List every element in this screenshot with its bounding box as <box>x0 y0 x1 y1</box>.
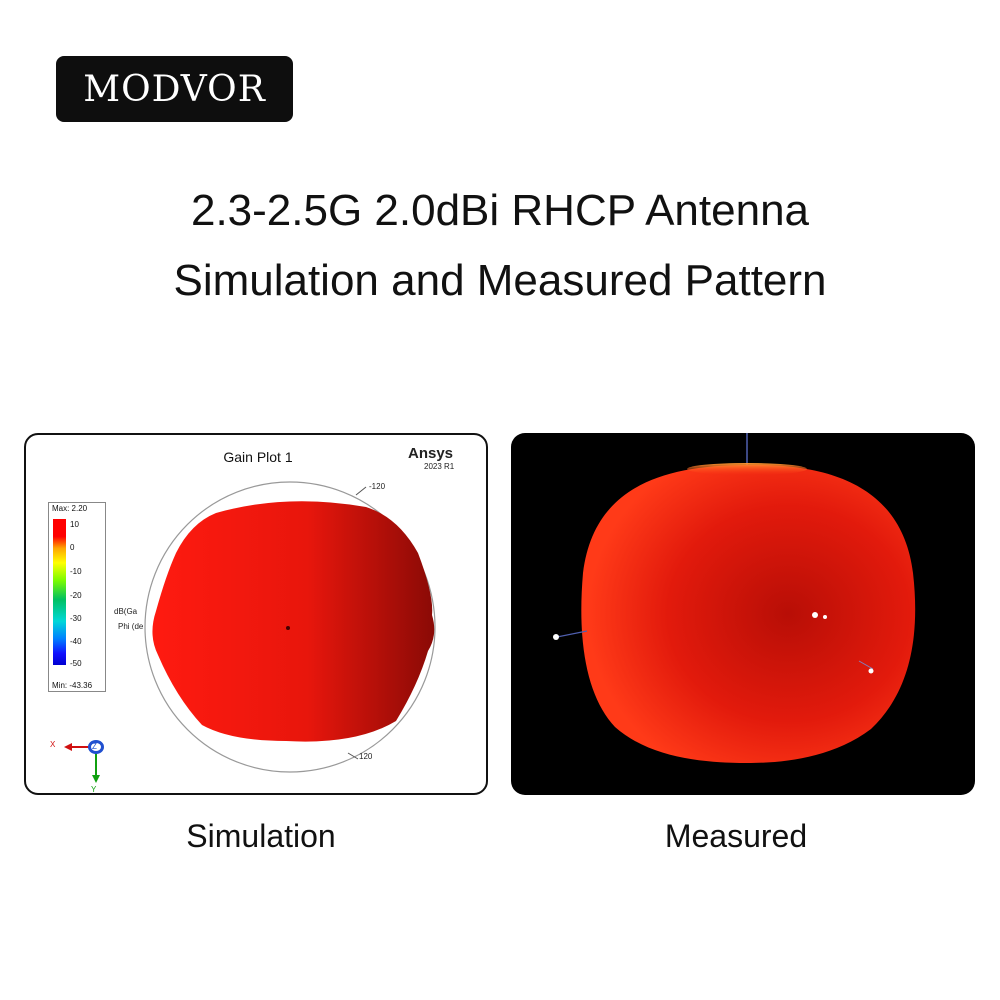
ansys-brand: Ansys <box>408 445 454 462</box>
ring-label-top: -120 <box>369 482 386 491</box>
measured-pattern <box>553 433 916 763</box>
axis-z-label: Z <box>92 742 97 751</box>
simulation-pattern <box>144 481 436 773</box>
brand-logo-text: MODVOR <box>83 68 266 110</box>
legend-tick: -10 <box>70 567 82 576</box>
legend-tick: -20 <box>70 591 82 600</box>
legend-min: Min: -43.36 <box>52 681 93 690</box>
gain-plot-title: Gain Plot 1 <box>223 449 293 465</box>
page-title-line1: 2.3-2.5G 2.0dBi RHCP Antenna <box>190 186 810 235</box>
measured-pattern-shape <box>581 464 916 763</box>
simulation-panel: Gain Plot 1 Ansys 2023 R1 -120 120 dB(Ga… <box>24 433 488 795</box>
legend-tick: -40 <box>70 637 82 646</box>
color-legend: Max: 2.20 10 0 -10 -20 -30 -40 -50 Min: … <box>48 502 106 692</box>
probe-line-right <box>858 660 874 670</box>
page-title-line2: Simulation and Measured Pattern <box>173 256 827 305</box>
gain-pattern-shape <box>152 501 435 742</box>
ring-label-bottom: 120 <box>359 752 373 761</box>
simulation-caption: Simulation <box>186 818 336 854</box>
axis-triad-icon <box>64 740 104 783</box>
phi-label: Phi (de <box>118 622 144 631</box>
quantity-label: dB(Ga <box>114 607 138 616</box>
axis-y-label: Y <box>91 785 97 794</box>
legend-tick: -50 <box>70 659 82 668</box>
ansys-version: 2023 R1 <box>424 462 455 471</box>
pattern-center-dot <box>286 626 290 630</box>
brand-logo: MODVOR <box>56 56 293 122</box>
legend-tick: 0 <box>70 543 75 552</box>
measured-panel <box>511 433 975 795</box>
legend-max: Max: 2.20 <box>52 504 88 513</box>
axis-x-label: X <box>50 740 56 749</box>
probe-line-left <box>556 630 588 638</box>
marker-left <box>553 634 559 640</box>
measured-caption: Measured <box>664 818 808 854</box>
polar-ring <box>144 481 436 773</box>
marker-right-upper <box>812 612 827 619</box>
pattern-top-glow <box>687 463 807 475</box>
legend-tick: 10 <box>70 520 79 529</box>
ring-tick-bottom <box>347 752 359 760</box>
legend-tick: -30 <box>70 614 82 623</box>
ring-tick-top <box>355 486 367 496</box>
legend-color-bar <box>53 519 66 665</box>
marker-right-lower <box>868 668 874 674</box>
